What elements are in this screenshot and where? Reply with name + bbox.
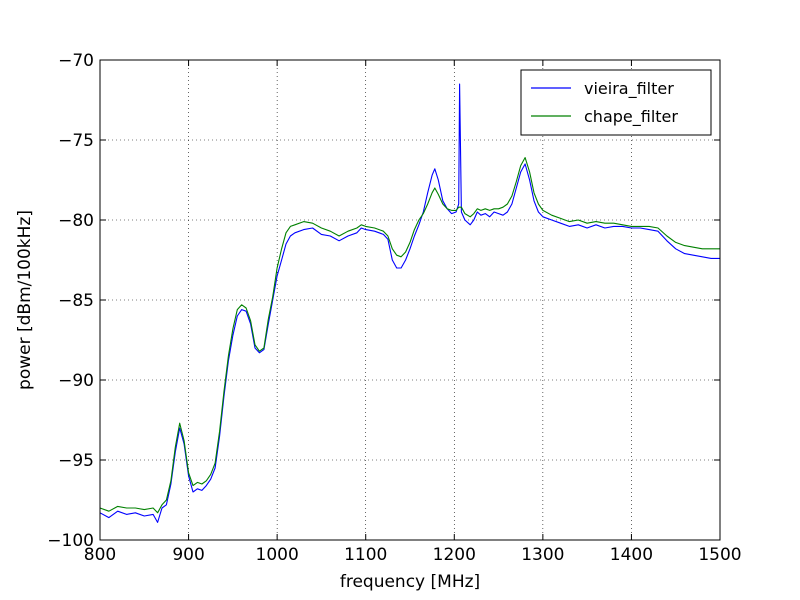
legend-box (520, 69, 712, 136)
x-tick-label: 800 (84, 545, 116, 565)
x-tick-label: 1200 (433, 545, 476, 565)
y-tick-label: −85 (58, 291, 94, 311)
series-layer (99, 83, 720, 523)
x-tick-label: 1100 (344, 545, 387, 565)
y-tick-label: −95 (58, 451, 94, 471)
ticks (99, 59, 721, 541)
series-line-vieira-filter (99, 83, 720, 523)
legend-label-vieira-filter: vieira_filter (584, 79, 674, 99)
legend-label-chape-filter: chape_filter (584, 107, 678, 127)
tick-labels: 800 900 1000 1100 1200 1300 1400 1500 −100 −95 −90… (47, 51, 741, 565)
legend: vieira_filter chape_filter (520, 69, 712, 136)
y-tick-label: −100 (47, 531, 94, 551)
x-tick-label: 1500 (698, 545, 741, 565)
y-tick-label: −75 (58, 131, 94, 151)
series-line-chape-filter (99, 157, 720, 514)
y-tick-label: −80 (58, 211, 94, 231)
x-tick-label: 1000 (256, 545, 299, 565)
x-axis-label: frequency [MHz] (340, 572, 480, 592)
y-tick-label: −70 (58, 51, 94, 71)
x-tick-label: 900 (172, 545, 204, 565)
x-tick-label: 1300 (521, 545, 564, 565)
x-tick-label: 1400 (610, 545, 653, 565)
y-axis-label: power [dBm/100kHz] (15, 210, 35, 390)
grid (100, 60, 720, 540)
y-tick-label: −90 (58, 371, 94, 391)
